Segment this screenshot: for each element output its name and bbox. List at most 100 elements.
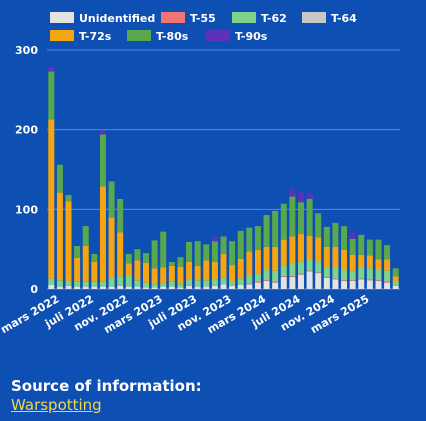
bar-segment [203, 286, 210, 289]
bar-segment [108, 181, 115, 218]
bar-segment [297, 273, 304, 275]
bar-segment [194, 241, 201, 266]
bar-segment [392, 285, 399, 289]
bar-segment [375, 269, 382, 281]
bar-segment [160, 283, 167, 287]
legend-item[interactable]: T-72s [50, 30, 112, 43]
y-tick-label: 300 [15, 44, 38, 57]
bar-segment [358, 278, 365, 280]
bar-segment [375, 281, 382, 289]
bar-segment [186, 261, 193, 280]
legend-label: T-64 [331, 12, 357, 25]
bar-segment [315, 273, 322, 289]
bar-segment [332, 279, 339, 289]
bar-segment [246, 283, 253, 285]
bar-segment [168, 281, 175, 287]
bar-segment [151, 268, 158, 285]
legend-swatch [302, 12, 326, 23]
bar-segment [341, 249, 348, 270]
bar-segment [229, 241, 236, 266]
bar-segment [117, 232, 124, 277]
bar-segment [297, 192, 304, 203]
bar-segment [341, 269, 348, 281]
bar-segment [143, 253, 150, 263]
bar-segment [117, 285, 124, 289]
bar-segment [211, 279, 218, 286]
legend-item[interactable]: Unidentified [50, 12, 155, 25]
bar-segment [323, 277, 330, 289]
bar-segment [254, 282, 261, 289]
bar-segment [203, 260, 210, 281]
legend-item[interactable]: T-90s [206, 30, 268, 43]
bar-segment [349, 232, 356, 239]
bar-segment [297, 202, 304, 235]
bar-segment [99, 186, 106, 282]
bar-segment [366, 268, 373, 280]
bar-segment [74, 281, 81, 287]
bar-segment [323, 246, 330, 268]
bar-segment [125, 253, 132, 264]
bar-segment [297, 261, 304, 274]
source-label: Source of information: [11, 377, 202, 395]
y-tick-label: 200 [15, 124, 38, 137]
bar-segment [211, 241, 218, 262]
bar-segment [48, 66, 55, 72]
bar-segment [160, 286, 167, 289]
legend-item[interactable]: T-62 [232, 12, 287, 25]
bar-segment [91, 281, 98, 287]
legend-swatch [50, 12, 74, 23]
bar-segment [48, 285, 55, 289]
bar-segment [297, 274, 304, 289]
chart-legend[interactable]: Unidentified T-55 T-62 T-64 T-72s T-80s T-90s [50, 12, 357, 43]
bar-segment [82, 286, 89, 289]
bar-segment [349, 254, 356, 271]
source-link[interactable]: Warspotting [11, 396, 102, 414]
bar-segment [366, 279, 373, 281]
bar-segment [306, 235, 313, 260]
bar-segment [392, 281, 399, 286]
bar-segment [134, 280, 141, 287]
bar-segment [220, 277, 227, 285]
legend-item[interactable]: T-64 [302, 12, 357, 25]
bar-segment [315, 213, 322, 238]
bar-segment [306, 259, 313, 271]
bar-segment [263, 246, 270, 270]
legend-swatch [161, 12, 185, 23]
bar-segment [65, 281, 72, 286]
y-axis-labels: 0 100 200 300 [15, 44, 38, 296]
legend-item[interactable]: T-80s [127, 30, 189, 43]
bar-segment [220, 235, 227, 237]
bar-segment [151, 287, 158, 289]
bar-segment [108, 286, 115, 289]
bar-segment [177, 266, 184, 285]
bar-segment [117, 198, 124, 233]
bar-segment [366, 280, 373, 289]
bar-segment [177, 257, 184, 267]
bar-segment [392, 276, 399, 282]
bar-segment [375, 280, 382, 282]
bar-segment [134, 286, 141, 289]
bar-segment [65, 201, 72, 282]
legend-swatch [127, 30, 151, 41]
bar-segment [384, 282, 391, 289]
bar-segment [99, 281, 106, 287]
bar-segment [246, 227, 253, 252]
bar-segment [125, 263, 132, 276]
bar-segment [168, 261, 175, 266]
bar-segment [151, 284, 158, 288]
bar-segment [48, 71, 55, 120]
bar-segment [56, 164, 63, 193]
bar-segment [306, 271, 313, 289]
bar-segment [332, 267, 339, 279]
bar-segment [194, 286, 201, 289]
bar-segment [341, 280, 348, 282]
bar-segment [254, 273, 261, 282]
bar-segment [56, 192, 63, 281]
bar-segment [74, 257, 81, 282]
bar-segment [280, 265, 287, 277]
bar-segment [315, 261, 322, 273]
y-tick-label: 0 [30, 283, 38, 296]
bar-segment [358, 234, 365, 255]
legend-item[interactable]: T-55 [161, 12, 216, 25]
